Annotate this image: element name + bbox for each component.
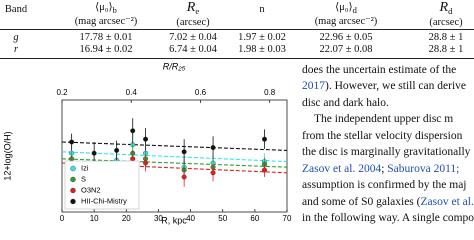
point (69, 139, 75, 145)
page: Band ⟨μ₀⟩b (mag arcsec⁻²) Re (arcsec) n ⟨μ… (0, 0, 474, 225)
table-header: n (259, 4, 265, 15)
header-subscript: b (112, 5, 117, 16)
table-rule (0, 58, 474, 59)
text-line: 2017). However, we still can derive (302, 80, 466, 92)
table-header: ⟨μ₀⟩d (mag arcsec⁻²) (315, 2, 378, 27)
table-cell: 28.8 ± 1 (428, 32, 464, 43)
table-cell: 1.98 ± 0.03 (238, 44, 286, 55)
point (262, 136, 268, 142)
table-cell: 22.07 ± 0.08 (319, 44, 373, 55)
x-axis-title: R, kpc (161, 215, 187, 225)
table-cell: 17.78 ± 0.01 (79, 32, 133, 43)
point (114, 147, 120, 153)
x-tick-label: 0 (60, 214, 65, 223)
point (130, 128, 136, 134)
header-subscript: e (195, 6, 200, 17)
table-cell: g (13, 32, 19, 43)
header-symbol: ⟨μ₀⟩ (335, 2, 353, 13)
x2-tick-label: 0.4 (126, 88, 138, 97)
table-cell: 6.74 ± 0.04 (169, 44, 217, 55)
x-tick-label: 10 (90, 214, 99, 223)
point (181, 149, 187, 155)
header-subscript: d (352, 5, 357, 16)
x2-tick-label: 0.2 (56, 88, 68, 97)
x2-tick-label: 0.8 (264, 88, 276, 97)
legend-label: HII-Chi-Mistry (81, 196, 127, 205)
text-line: assumption is confirmed by the maj (302, 179, 467, 191)
text-line: and some of S0 galaxies (Zasov et al. (302, 196, 474, 208)
citation: Saburova 2011; (387, 163, 460, 175)
table-rule (0, 29, 474, 30)
x-tick-label: 70 (283, 214, 292, 223)
text-line: Zasov et al. 2004; Saburova 2011; (302, 163, 459, 175)
citation: Zasov et al. 2004 (302, 163, 382, 175)
legend-marker (70, 176, 76, 183)
citation: 2017 (302, 80, 325, 92)
legend-marker (70, 187, 76, 194)
header-unit: (arcsec) (429, 17, 463, 29)
table-header: Band (4, 4, 28, 15)
table-cell: 1.97 ± 0.02 (238, 32, 286, 43)
x2-axis-title: R/R₂₅ (163, 61, 186, 71)
x-tick-label: 60 (250, 214, 259, 223)
legend-box (64, 160, 140, 210)
point (143, 160, 149, 166)
legend-marker (70, 165, 76, 172)
text-line: in the following way. A single compo (302, 212, 474, 224)
text: ). However, we still can derive (325, 80, 466, 92)
chart: R/R₂₅ 12+log(O/H) R, kpc 0 10 20 30 40 50 60 70… (2, 61, 292, 225)
text-line: disc and dark halo. (302, 97, 389, 109)
y-axis-title: 12+log(O/H) (2, 131, 12, 180)
x-tick-label: 40 (186, 214, 195, 223)
header-symbol: R (439, 0, 449, 15)
text-line: from the stellar velocity dispersion (302, 130, 463, 142)
fit-line (61, 158, 288, 168)
header-unit: (mag arcsec⁻²) (314, 16, 378, 28)
header-symbol: R (186, 0, 196, 15)
table-header: Rd (arcsec) (429, 0, 463, 29)
text-line: does the uncertain estimate of the (302, 64, 457, 76)
text: and some of S0 galaxies ( (302, 196, 421, 208)
point (181, 174, 187, 180)
table-cell: 22.96 ± 0.05 (319, 32, 373, 43)
text: ; (381, 163, 388, 175)
citation: Zasov et al. (420, 196, 474, 208)
plot-frame (61, 99, 288, 213)
table-cell: 7.02 ± 0.04 (169, 32, 217, 43)
table-header: ⟨μ₀⟩b (mag arcsec⁻²) (75, 2, 138, 27)
table-header: Re (arcsec) (176, 0, 210, 29)
point (210, 145, 216, 151)
legend-label: Izi (81, 163, 89, 172)
header-symbol: ⟨μ₀⟩ (95, 2, 113, 13)
point (210, 170, 216, 176)
point (91, 150, 97, 156)
x-tick-label: 50 (218, 214, 227, 223)
x-tick-label: 20 (122, 214, 131, 223)
x-tick-label: 30 (154, 214, 163, 223)
header-subscript: d (448, 6, 453, 17)
table-cell: r (13, 44, 19, 55)
point (143, 136, 149, 142)
header-unit: (mag arcsec⁻²) (74, 16, 138, 28)
text-line: the disc is marginally gravitationally (302, 146, 471, 158)
legend-marker (70, 198, 76, 205)
fit-line (61, 141, 288, 151)
fit-line (61, 151, 288, 163)
x2-tick-label: 0.6 (195, 88, 207, 97)
legend-label: O3N2 (81, 185, 101, 194)
header-unit: (arcsec) (176, 17, 210, 29)
text-line: The independent upper disc m (314, 113, 454, 125)
legend-label: S (81, 174, 86, 183)
table-cell: 28.8 ± 1 (428, 44, 464, 55)
table-cell: 16.94 ± 0.02 (79, 44, 133, 55)
point (130, 156, 136, 162)
point (262, 167, 268, 173)
